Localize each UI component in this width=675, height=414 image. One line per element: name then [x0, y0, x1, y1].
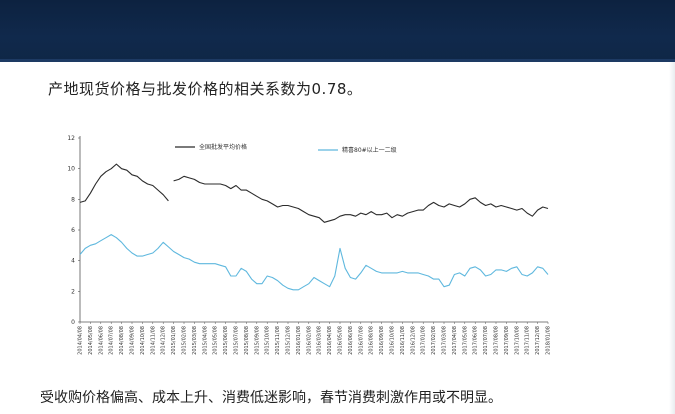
x-tick-label: 2017/03/08 — [442, 326, 448, 355]
x-tick-label: 2015/05/08 — [213, 326, 219, 355]
x-tick-label: 2016/12/08 — [410, 326, 416, 355]
x-tick-label: 2016/08/08 — [369, 326, 375, 355]
series-line-wholesale — [173, 175, 549, 223]
x-tick-label: 2015/11/08 — [275, 326, 281, 355]
x-tick-label: 2016/04/08 — [327, 326, 333, 355]
x-tick-label: 2014/10/08 — [140, 326, 146, 355]
legend-label: 精喜80#以上一二级 — [342, 146, 397, 154]
y-tick-label: 4 — [71, 258, 75, 265]
x-tick-label: 2017/02/08 — [431, 326, 437, 355]
y-tick-label: 8 — [71, 196, 75, 203]
x-tick-label: 2016/09/08 — [379, 326, 385, 355]
series-line-wholesale — [79, 163, 169, 203]
y-tick-label: 0 — [71, 319, 75, 326]
x-tick-label: 2015/06/08 — [223, 326, 229, 355]
y-tick-label: 2 — [71, 288, 75, 295]
x-tick-label: 2015/12/08 — [286, 326, 292, 355]
x-tick-label: 2015/10/08 — [265, 326, 271, 355]
x-tick-label: 2014/06/08 — [98, 326, 104, 355]
x-tick-label: 2018/01/08 — [546, 326, 552, 355]
y-tick-label: 12 — [67, 135, 75, 142]
x-tick-label: 2017/04/08 — [452, 326, 458, 355]
slide-headline: 产地现货价格与批发价格的相关系数为0.78。 — [48, 80, 363, 98]
x-tick-label: 2016/03/08 — [317, 326, 323, 355]
x-tick-label: 2014/04/08 — [78, 326, 84, 355]
series-line-origin — [79, 234, 549, 291]
x-tick-label: 2016/11/08 — [400, 326, 406, 355]
x-tick-label: 2017/06/08 — [473, 326, 479, 355]
x-tick-label: 2017/01/08 — [421, 326, 427, 355]
x-tick-label: 2014/07/08 — [109, 326, 115, 355]
x-tick-label: 2017/08/08 — [494, 326, 500, 355]
x-tick-label: 2016/02/08 — [306, 326, 312, 355]
x-tick-label: 2016/01/08 — [296, 326, 302, 355]
x-tick-label: 2016/07/08 — [358, 326, 364, 355]
x-tick-label: 2017/07/08 — [483, 326, 489, 355]
x-tick-label: 2014/12/08 — [161, 326, 167, 355]
x-tick-label: 2015/09/08 — [254, 326, 260, 355]
x-tick-label: 2015/04/08 — [202, 326, 208, 355]
x-tick-label: 2017/12/08 — [535, 326, 541, 355]
x-tick-label: 2014/11/08 — [150, 326, 156, 355]
x-tick-label: 2015/07/08 — [234, 326, 240, 355]
header-band — [0, 0, 675, 62]
x-tick-label: 2015/08/08 — [244, 326, 250, 355]
x-tick-label: 2014/05/08 — [88, 326, 94, 355]
slide-edge — [669, 62, 675, 414]
x-tick-label: 2015/01/08 — [171, 326, 177, 355]
x-tick-label: 2017/05/08 — [462, 326, 468, 355]
x-tick-label: 2015/02/08 — [182, 326, 188, 355]
x-tick-label: 2016/10/08 — [390, 326, 396, 355]
x-tick-label: 2017/10/08 — [514, 326, 520, 355]
x-tick-label: 2014/08/08 — [119, 326, 125, 355]
x-tick-label: 2014/09/08 — [130, 326, 136, 355]
x-tick-label: 2016/05/08 — [338, 326, 344, 355]
x-tick-label: 2016/06/08 — [348, 326, 354, 355]
x-tick-label: 2015/03/08 — [192, 326, 198, 355]
y-tick-label: 10 — [67, 166, 75, 173]
slide-caption: 受收购价格偏高、成本上升、消费低迷影响，春节消费刺激作用或不明显。 — [40, 390, 502, 406]
legend-label: 全国批发平均价格 — [199, 143, 247, 151]
x-tick-label: 2017/11/08 — [525, 326, 531, 355]
y-tick-label: 6 — [71, 227, 75, 234]
x-tick-label: 2017/09/08 — [504, 326, 510, 355]
